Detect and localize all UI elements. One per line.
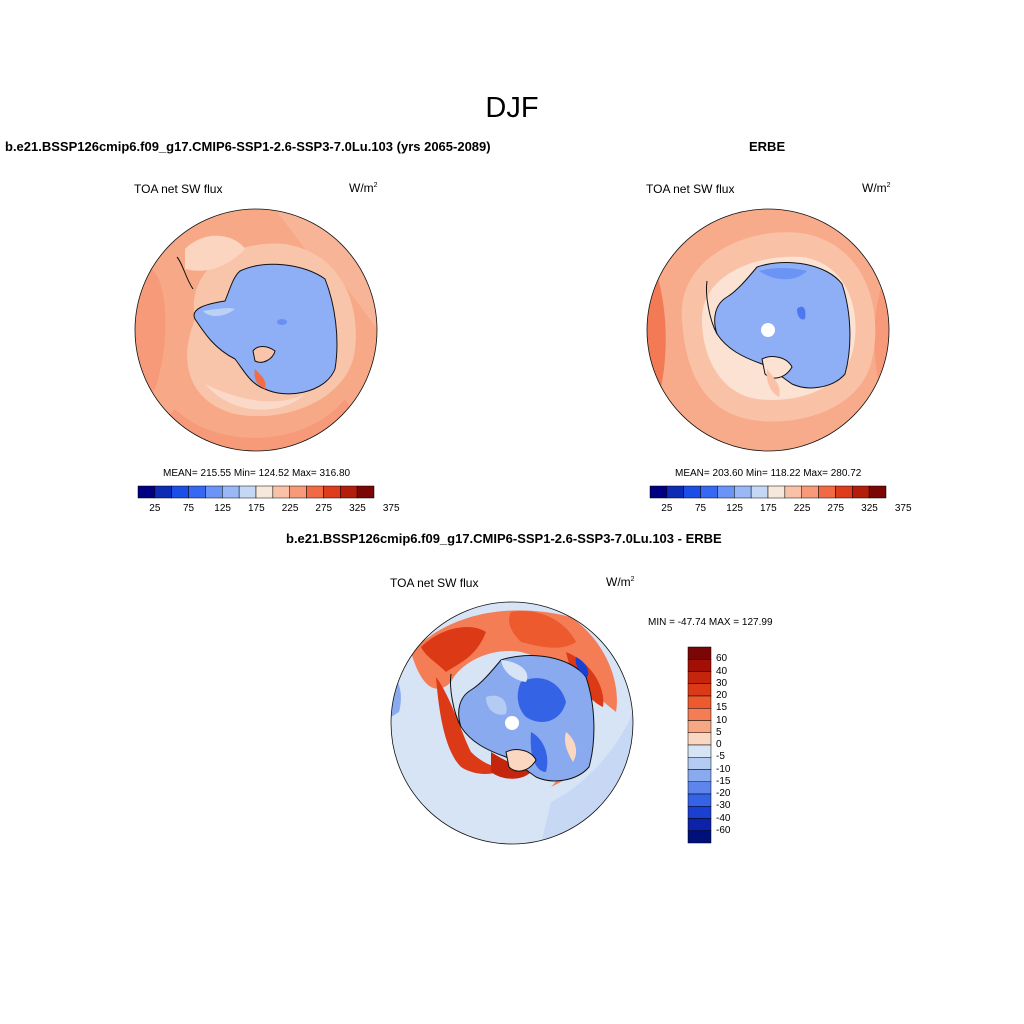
left-colorbar-ticks: 25 75 125 175 225 275 325 375 xyxy=(138,503,399,515)
diff-colorbar xyxy=(687,646,712,844)
right-colorbar xyxy=(649,485,887,499)
diff-colorbar-swatch xyxy=(687,818,712,831)
diff-colorbar-swatch xyxy=(687,769,712,782)
diff-colorbar-tick-label: -30 xyxy=(716,800,731,812)
diff-colorbar-tick-label: 15 xyxy=(716,702,728,714)
right-colorbar-swatch xyxy=(852,485,870,499)
left-colorbar-swatch xyxy=(323,485,341,499)
diff-colorbar-ticks: 60 40 30 20 15 10 5 0 -5 -10 -15 -20 -30 -40 -60 xyxy=(716,647,756,843)
diff-colorbar-tick-label: -20 xyxy=(716,788,731,799)
left-polar-map xyxy=(134,208,378,452)
diff-colorbar-swatch xyxy=(687,646,712,660)
left-colorbar-swatch xyxy=(171,485,189,499)
right-colorbar-swatch xyxy=(818,485,836,499)
diff-colorbar-swatch xyxy=(687,744,712,758)
left-colorbar-tick-label: 375 xyxy=(382,503,400,514)
right-colorbar-swatch xyxy=(784,485,802,499)
right-colorbar-tick-label: 25 xyxy=(661,503,673,514)
diff-colorbar-tick-label: 30 xyxy=(716,677,728,689)
diff-colorbar-swatch xyxy=(687,671,712,684)
diff-colorbar-tick-label: -15 xyxy=(716,775,731,787)
left-colorbar-tick-label: 175 xyxy=(248,503,265,514)
left-colorbar-swatch xyxy=(222,485,240,499)
diff-units-label: W/m2 xyxy=(606,575,635,589)
right-colorbar-swatch xyxy=(734,485,752,499)
right-panel-title: ERBE xyxy=(749,139,786,154)
diff-colorbar-tick-label: -10 xyxy=(716,763,731,775)
right-colorbar-swatch xyxy=(717,485,735,499)
right-colorbar-tick-label: 175 xyxy=(760,503,777,514)
diff-colorbar-swatch xyxy=(687,720,712,733)
diff-colorbar-tick-label: 10 xyxy=(716,714,728,726)
right-colorbar-swatch xyxy=(750,485,769,499)
diff-stats: MIN = -47.74 MAX = 127.99 xyxy=(648,617,773,628)
diff-colorbar-swatch xyxy=(687,732,712,746)
diff-colorbar-tick-label: -5 xyxy=(716,751,725,763)
right-colorbar-swatch xyxy=(649,485,668,499)
diff-colorbar-swatch xyxy=(687,695,712,709)
diff-colorbar-swatch xyxy=(687,806,712,819)
left-units-label: W/m2 xyxy=(349,181,378,195)
left-colorbar-swatch xyxy=(289,485,307,499)
diff-colorbar-swatch xyxy=(687,683,712,697)
right-colorbar-swatch xyxy=(835,485,853,499)
diff-colorbar-tick-label: 0 xyxy=(716,739,722,750)
left-colorbar-swatch xyxy=(306,485,324,499)
left-colorbar-swatch xyxy=(238,485,257,499)
diff-colorbar-tick-label: -60 xyxy=(716,824,731,836)
left-colorbar-tick-label: 75 xyxy=(183,503,195,514)
right-colorbar-swatch xyxy=(868,485,887,499)
season-title: DJF xyxy=(485,92,539,124)
diff-colorbar-swatch xyxy=(687,708,712,721)
diff-colorbar-tick-label: 20 xyxy=(716,690,728,701)
left-colorbar-swatch xyxy=(340,485,358,499)
left-colorbar-tick-label: 225 xyxy=(281,503,299,514)
diff-panel-title: b.e21.BSSP126cmip6.f09_g17.CMIP6-SSP1-2.… xyxy=(286,531,722,546)
right-colorbar-swatch xyxy=(767,485,786,499)
right-colorbar-swatch xyxy=(666,485,684,499)
left-stats: MEAN= 215.55 Min= 124.52 Max= 316.80 xyxy=(163,468,351,479)
right-colorbar-swatch xyxy=(801,485,819,499)
right-stats: MEAN= 203.60 Min= 118.22 Max= 280.72 xyxy=(675,468,862,479)
right-colorbar-swatch xyxy=(683,485,701,499)
left-colorbar-tick-label: 325 xyxy=(349,503,366,514)
diff-colorbar-swatch xyxy=(687,659,712,672)
right-colorbar-tick-label: 75 xyxy=(695,503,707,514)
right-polar-map xyxy=(646,208,890,452)
left-colorbar-swatch xyxy=(137,485,156,499)
left-colorbar-tick-label: 25 xyxy=(149,503,161,514)
left-colorbar-swatch xyxy=(255,485,274,499)
left-colorbar xyxy=(137,485,375,499)
right-colorbar-tick-label: 125 xyxy=(726,503,743,514)
left-colorbar-tick-label: 125 xyxy=(214,503,231,514)
left-panel-title: b.e21.BSSP126cmip6.f09_g17.CMIP6-SSP1-2.… xyxy=(5,139,491,154)
left-variable-label: TOA net SW flux xyxy=(134,182,223,196)
left-colorbar-swatch xyxy=(205,485,223,499)
diff-variable-label: TOA net SW flux xyxy=(390,576,479,590)
left-colorbar-swatch xyxy=(272,485,290,499)
right-colorbar-tick-label: 275 xyxy=(827,503,845,514)
left-colorbar-swatch xyxy=(154,485,172,499)
right-colorbar-swatch xyxy=(700,485,718,499)
right-colorbar-tick-label: 375 xyxy=(894,503,912,514)
diff-colorbar-tick-label: 5 xyxy=(716,726,722,738)
left-colorbar-tick-label: 275 xyxy=(315,503,333,514)
diff-colorbar-swatch xyxy=(687,793,712,807)
diff-polar-map xyxy=(390,601,634,845)
right-colorbar-tick-label: 325 xyxy=(861,503,878,514)
right-colorbar-tick-label: 225 xyxy=(793,503,811,514)
diff-colorbar-tick-label: -40 xyxy=(716,812,731,824)
left-colorbar-swatch xyxy=(188,485,206,499)
diff-colorbar-tick-label: 60 xyxy=(716,653,728,665)
right-units-label: W/m2 xyxy=(862,181,891,195)
diff-colorbar-tick-label: 40 xyxy=(716,665,728,677)
right-variable-label: TOA net SW flux xyxy=(646,182,735,196)
diff-colorbar-swatch xyxy=(687,781,712,795)
right-colorbar-ticks: 25 75 125 175 225 275 325 375 xyxy=(650,503,911,515)
left-colorbar-swatch xyxy=(356,485,375,499)
diff-colorbar-swatch xyxy=(687,830,712,844)
diff-colorbar-swatch xyxy=(687,757,712,770)
